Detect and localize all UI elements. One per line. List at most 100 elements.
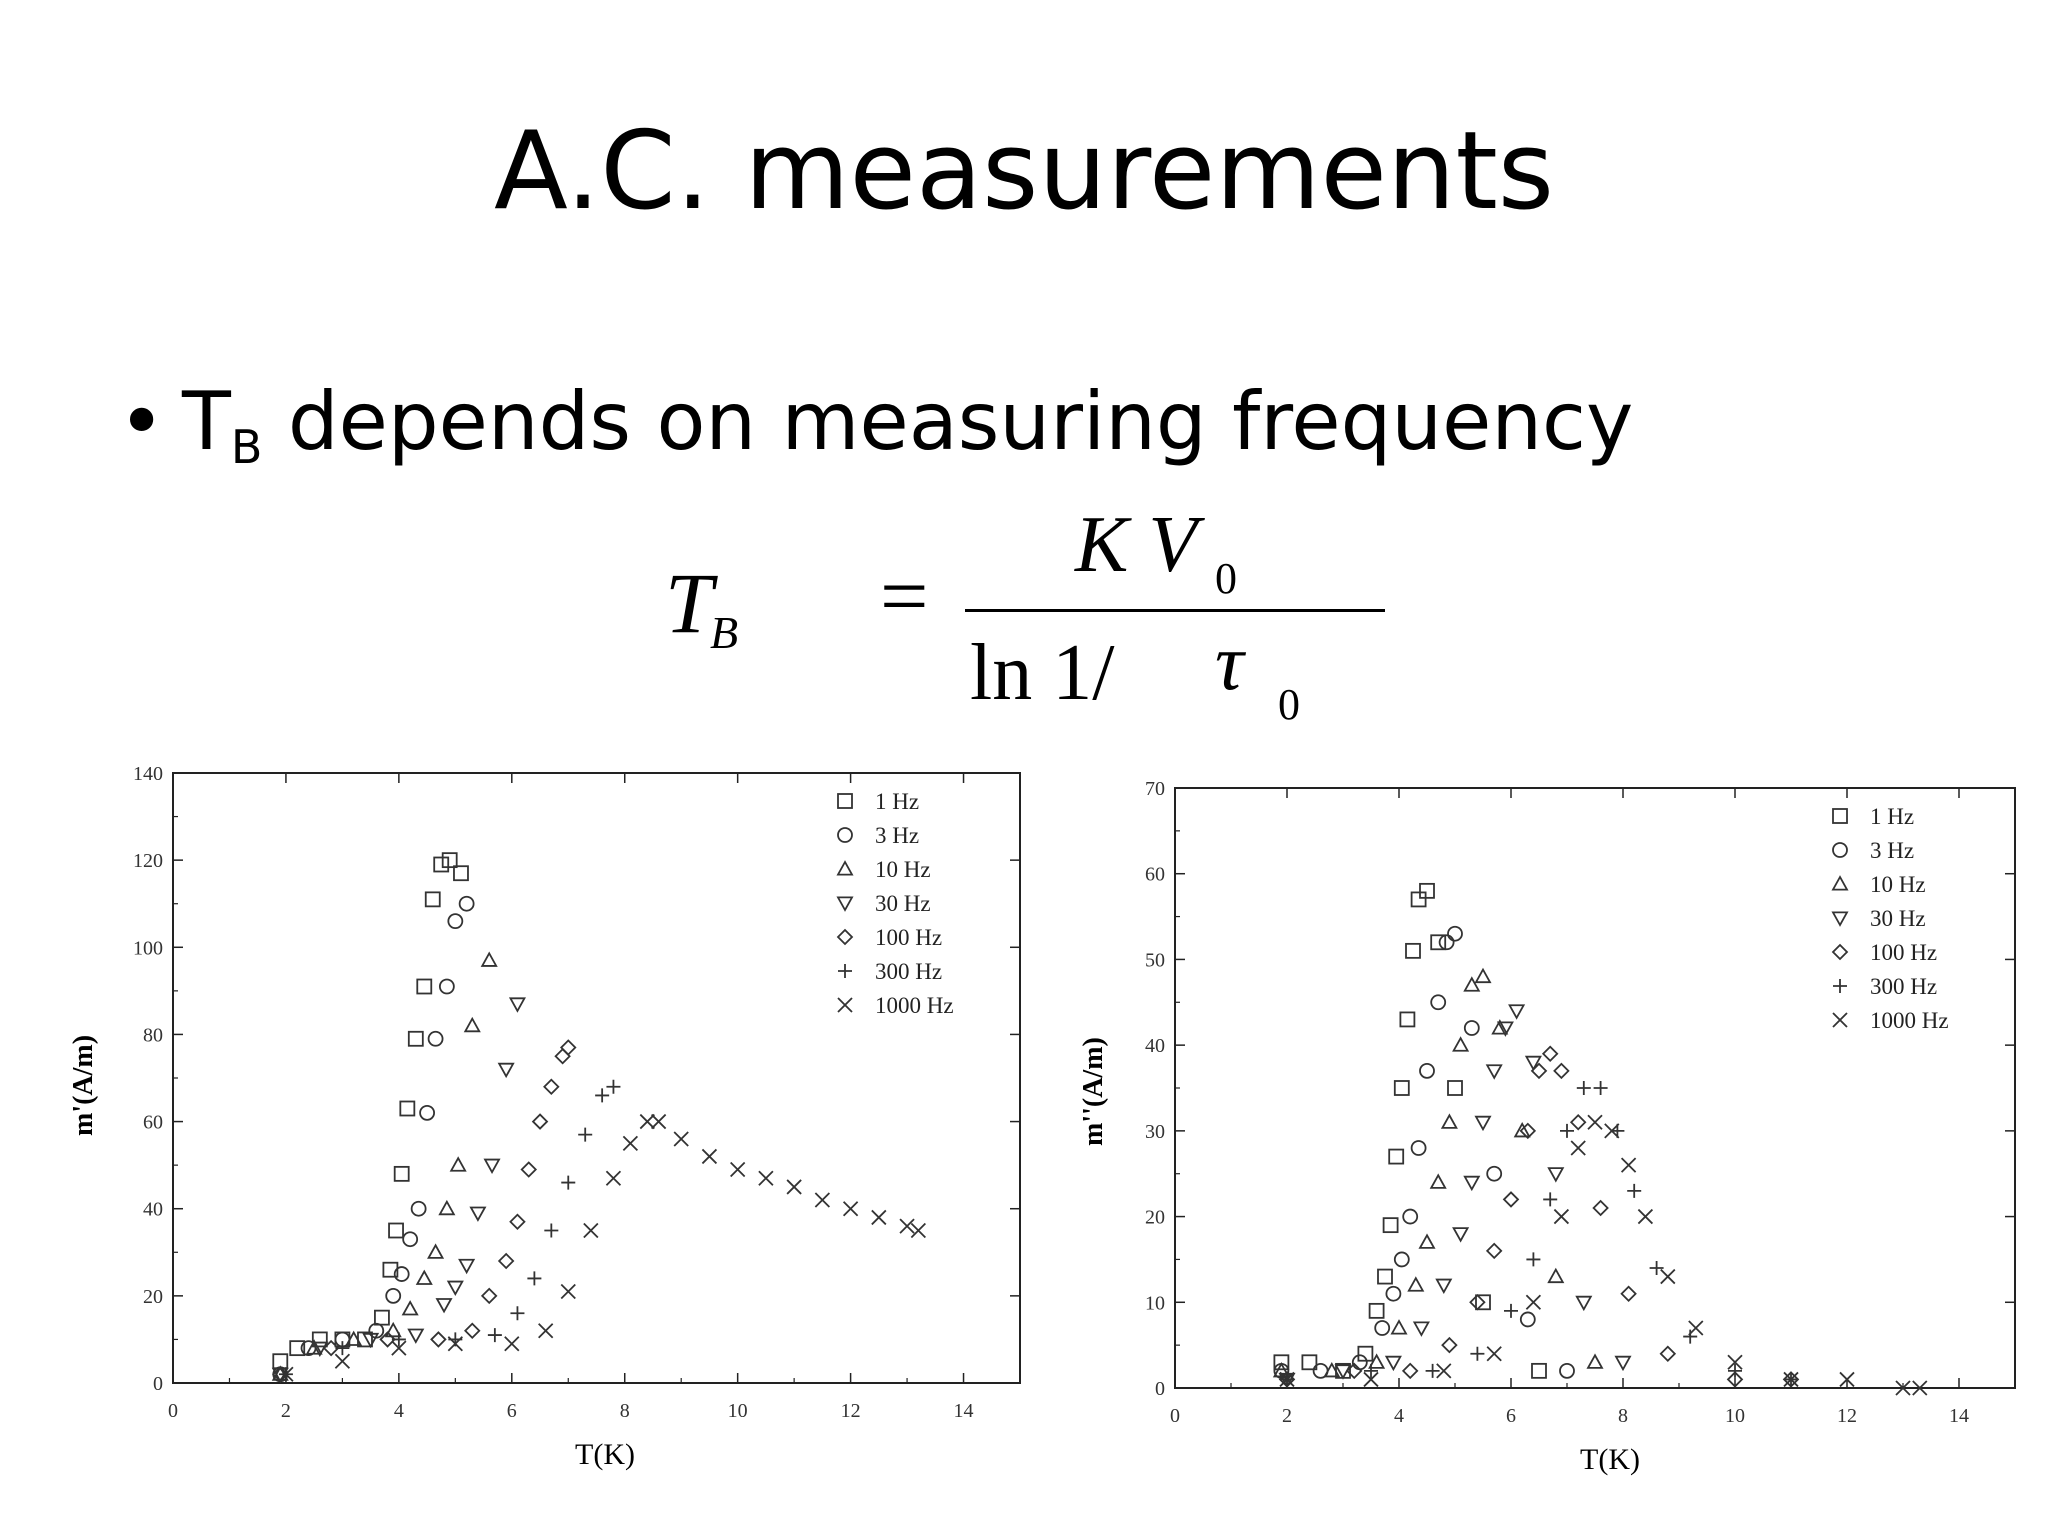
data-point — [289, 1340, 306, 1357]
formula-denominator-subscript: 0 — [1278, 680, 1300, 729]
legend-label: 30 Hz — [1870, 906, 1926, 931]
data-point — [311, 1341, 329, 1357]
data-point — [1620, 1285, 1637, 1302]
series-1-hz — [1273, 882, 1547, 1379]
bullet-text: depends on measuring frequency — [262, 375, 1634, 468]
series-3-hz — [272, 895, 475, 1383]
data-point — [1390, 1319, 1408, 1335]
data-point — [1351, 1354, 1368, 1371]
data-point — [1368, 1353, 1386, 1369]
data-point — [1486, 1165, 1503, 1182]
data-point — [509, 1213, 526, 1231]
data-point — [1436, 1363, 1452, 1379]
x-tick-label: 14 — [954, 1400, 974, 1422]
data-point — [1385, 1285, 1402, 1302]
formula-numerator-subscript: 0 — [1215, 554, 1237, 603]
data-point — [1384, 1355, 1402, 1372]
chart-imaginary-moment: 0 2 4 6 8 10 12 14 0 10 20 30 40 50 60 70 1 Hz 3 Hz 10 Hz 3… — [1040, 738, 2040, 1498]
series-1000-hz — [278, 1113, 926, 1382]
legend-label: 300 Hz — [1870, 974, 1937, 999]
legend-label: 10 Hz — [875, 857, 931, 882]
legend-marker — [837, 827, 853, 843]
data-point — [1683, 1329, 1698, 1344]
series-300-hz — [1280, 1081, 1798, 1387]
data-point — [1559, 1362, 1575, 1379]
data-point — [605, 1170, 622, 1186]
data-point — [402, 1231, 419, 1248]
legend-label: 3 Hz — [875, 823, 919, 848]
data-point — [1447, 1080, 1463, 1096]
data-point — [427, 1243, 445, 1259]
data-point — [480, 951, 498, 967]
data-point — [1363, 1371, 1379, 1388]
data-point — [1419, 1062, 1435, 1079]
x-tick-label: 6 — [1506, 1405, 1516, 1427]
data-point — [391, 1332, 406, 1347]
y-tick-label: 40 — [1145, 1035, 1165, 1057]
series-10-hz — [271, 951, 498, 1381]
series-30-hz — [271, 997, 526, 1384]
data-point — [1727, 1354, 1743, 1370]
legend-marker — [836, 896, 854, 912]
data-point — [1519, 1311, 1536, 1328]
data-point — [385, 1287, 402, 1304]
y-tick-label: 60 — [143, 1112, 163, 1134]
data-point — [650, 1113, 667, 1130]
data-point — [1912, 1380, 1928, 1396]
data-point — [1541, 1045, 1559, 1062]
x-tick-label: 4 — [1394, 1405, 1404, 1427]
data-point — [419, 1104, 436, 1121]
y-tick-label: 120 — [133, 850, 163, 872]
data-point — [1508, 1004, 1526, 1020]
data-point — [1688, 1320, 1704, 1336]
data-point — [622, 1135, 639, 1151]
data-point — [595, 1088, 610, 1103]
data-point — [1393, 1080, 1410, 1096]
formula-numerator: K V — [1075, 501, 1198, 589]
legend-marker — [1832, 808, 1848, 824]
data-point — [1401, 1362, 1419, 1380]
data-point — [1627, 1183, 1642, 1198]
data-point — [1377, 1268, 1393, 1285]
data-point — [578, 1127, 593, 1142]
legend-marker — [1831, 875, 1849, 891]
data-point — [1547, 1267, 1565, 1284]
data-point — [483, 1158, 501, 1174]
chart-imaginary-moment-svg: 0 2 4 6 8 10 12 14 0 10 20 30 40 50 60 70 1 Hz 3 Hz 10 Hz 3… — [1145, 778, 2016, 1427]
data-point — [1486, 1346, 1502, 1362]
data-point — [1430, 934, 1447, 951]
series-100-hz — [1278, 1045, 1800, 1388]
legend: 1 Hz 3 Hz 10 Hz 30 Hz 100 Hz 300 Hz 1000 Hz — [1831, 804, 1949, 1033]
data-point — [1526, 1252, 1541, 1267]
bullet-dot: • — [118, 375, 166, 468]
legend-label: 3 Hz — [1870, 838, 1914, 863]
data-point — [345, 1330, 363, 1346]
data-point — [1418, 1233, 1436, 1249]
data-point — [497, 1062, 515, 1079]
data-point — [410, 1200, 427, 1217]
data-point — [559, 1039, 577, 1056]
legend-label: 1 Hz — [1870, 804, 1914, 829]
data-point — [458, 895, 475, 912]
legend-marker — [1833, 979, 1847, 993]
legend-marker — [837, 793, 853, 809]
data-point — [446, 1280, 464, 1296]
bullet-point: • TB depends on measuring frequency — [118, 375, 1633, 471]
x-axis-label: T(K) — [575, 1438, 635, 1471]
series-1000-hz — [1279, 1114, 1928, 1396]
y-tick-label: 60 — [1145, 864, 1165, 886]
data-point — [469, 1206, 487, 1222]
x-tick-label: 0 — [168, 1400, 178, 1422]
data-point — [1491, 1019, 1509, 1035]
data-point — [1393, 1251, 1410, 1268]
data-point — [335, 1341, 350, 1356]
data-point — [583, 1222, 599, 1239]
y-axis-label: m''(A/m) — [1078, 1037, 1109, 1146]
legend-marker — [837, 997, 853, 1013]
data-point — [1301, 1354, 1318, 1371]
data-point — [388, 1222, 404, 1239]
data-point — [510, 1306, 525, 1321]
data-point — [1543, 1192, 1558, 1207]
data-point — [1410, 891, 1427, 908]
